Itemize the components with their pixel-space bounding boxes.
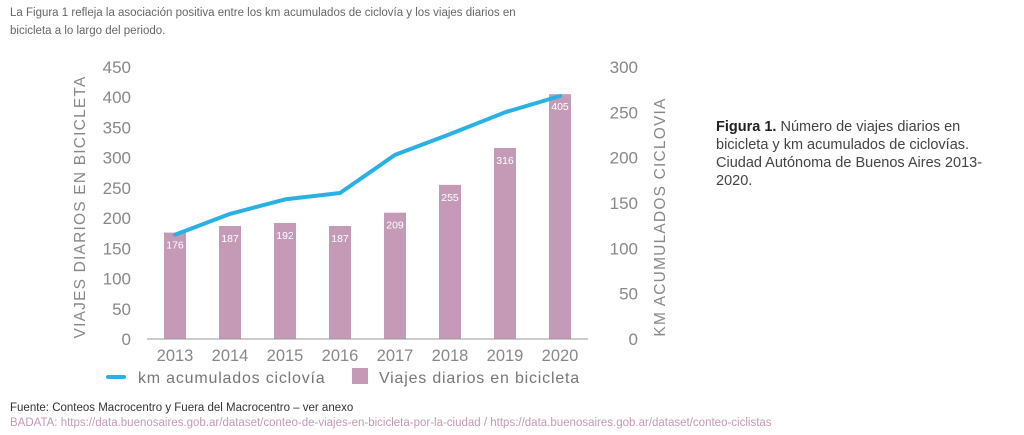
left-axis-ticks: 0 50 100 150 200 250 300 350 400 450 bbox=[103, 58, 131, 349]
bar-value-label: 316 bbox=[496, 155, 514, 167]
bar bbox=[439, 184, 461, 339]
legend-bar-swatch bbox=[352, 368, 368, 384]
left-tick-label: 150 bbox=[103, 239, 131, 258]
left-tick-label: 50 bbox=[112, 300, 131, 319]
combo-chart: 0 50 100 150 200 250 300 350 400 450 0 50 100 150 200… bbox=[72, 58, 669, 387]
caption-bold: Figura 1. bbox=[716, 119, 777, 135]
bar-value-label: 176 bbox=[166, 240, 184, 252]
km-line-series bbox=[173, 94, 562, 237]
bar-value-label: 405 bbox=[551, 101, 569, 113]
x-tick-label: 2015 bbox=[267, 347, 304, 365]
left-tick-label: 450 bbox=[103, 58, 131, 77]
right-tick-label: 50 bbox=[619, 285, 638, 304]
left-axis-label: VIAJES DIARIOS EN BICICLETA bbox=[72, 76, 89, 339]
left-tick-label: 0 bbox=[122, 330, 131, 349]
bar bbox=[219, 225, 241, 339]
right-tick-label: 0 bbox=[629, 330, 638, 349]
bar bbox=[329, 225, 351, 339]
x-axis-ticks: 2013 2014 2015 2016 2017 2018 2019 2020 bbox=[157, 347, 579, 365]
bar-value-label: 209 bbox=[386, 220, 404, 232]
left-tick-label: 350 bbox=[103, 118, 131, 137]
legend-line-label: km acumulados ciclovía bbox=[138, 370, 325, 387]
right-tick-label: 100 bbox=[610, 239, 638, 258]
right-axis-label: KM ACUMULADOS CICLOVIA bbox=[652, 97, 669, 336]
bar bbox=[384, 212, 406, 339]
bar-value-label: 187 bbox=[221, 233, 239, 245]
bar bbox=[494, 147, 516, 339]
x-tick-label: 2019 bbox=[487, 347, 524, 365]
bar-value-label: 255 bbox=[441, 192, 459, 204]
x-tick-label: 2017 bbox=[377, 347, 414, 365]
x-tick-label: 2014 bbox=[212, 347, 249, 365]
caption-text: Número de viajes diarios en bicicleta y … bbox=[716, 119, 983, 189]
bar bbox=[274, 222, 296, 339]
figure-caption: Figura 1. Número de viajes diarios en bi… bbox=[716, 118, 1016, 190]
bar bbox=[549, 94, 571, 339]
x-tick-label: 2016 bbox=[322, 347, 359, 365]
right-tick-label: 150 bbox=[610, 194, 638, 213]
source-note: Fuente: Conteos Macrocentro y Fuera del … bbox=[10, 402, 354, 414]
left-tick-label: 250 bbox=[103, 179, 131, 198]
x-tick-label: 2013 bbox=[157, 347, 194, 365]
right-axis-ticks: 0 50 100 150 200 250 300 bbox=[610, 58, 638, 349]
legend: km acumulados ciclovía Viajes diarios en… bbox=[106, 368, 580, 387]
bar-value-label: 192 bbox=[276, 230, 294, 242]
right-tick-label: 200 bbox=[610, 149, 638, 168]
legend-bar-label: Viajes diarios en bicicleta bbox=[379, 370, 580, 387]
bar-value-label: 187 bbox=[331, 233, 349, 245]
bar-data-labels: 176 187 192 187 209 255 316 405 bbox=[166, 101, 569, 251]
intro-text: La Figura 1 refleja la asociación positi… bbox=[10, 7, 516, 37]
right-tick-label: 300 bbox=[610, 58, 638, 77]
left-tick-label: 100 bbox=[103, 270, 131, 289]
left-tick-label: 200 bbox=[103, 209, 131, 228]
right-tick-label: 250 bbox=[610, 103, 638, 122]
bar-series bbox=[164, 94, 571, 339]
left-tick-label: 300 bbox=[103, 149, 131, 168]
x-tick-label: 2020 bbox=[542, 347, 579, 365]
badata-links: BADATA: https://data.buenosaires.gob.ar/… bbox=[10, 417, 772, 429]
bar bbox=[164, 232, 186, 339]
x-tick-label: 2018 bbox=[432, 347, 469, 365]
left-tick-label: 400 bbox=[103, 88, 131, 107]
